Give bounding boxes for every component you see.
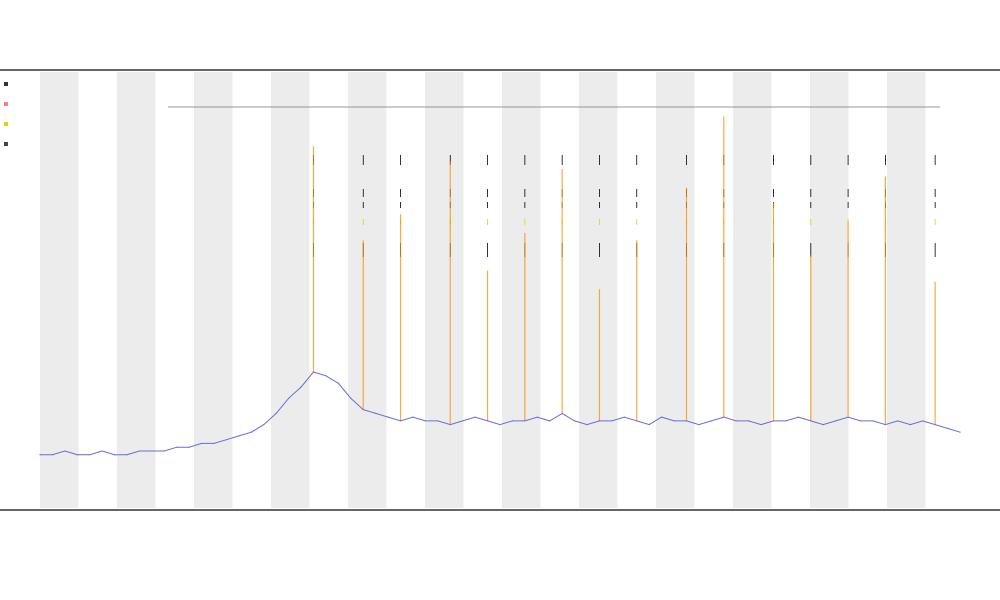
series-point [723, 416, 725, 418]
series-point [362, 409, 364, 411]
legend-swatch [4, 102, 8, 106]
background-band [733, 72, 772, 508]
series-point [312, 371, 315, 373]
background-band [348, 72, 387, 508]
series-point [934, 424, 936, 426]
series-point [225, 439, 228, 441]
series-point [897, 420, 899, 422]
series-point [201, 442, 203, 445]
background-band [40, 72, 79, 508]
series-point [424, 420, 427, 422]
series-point [735, 420, 737, 422]
series-point [176, 446, 178, 448]
series-point [884, 424, 887, 426]
series-point [648, 424, 650, 426]
series-point [350, 397, 352, 399]
series-point [959, 431, 961, 433]
series-point [163, 450, 165, 452]
series-point [263, 424, 265, 426]
series-point [39, 454, 41, 456]
series-point [586, 424, 588, 426]
series-point [524, 420, 526, 422]
series-point [138, 450, 141, 452]
series-point [946, 427, 949, 429]
series-point [474, 416, 476, 418]
series-point [760, 424, 762, 426]
series-point [623, 416, 625, 418]
series-point [573, 420, 576, 422]
series-point [835, 420, 837, 422]
series-point [822, 424, 824, 426]
legend-swatch [4, 122, 8, 126]
series-point [76, 454, 78, 456]
series-point [561, 412, 563, 414]
series-point [213, 442, 215, 445]
background-band [579, 72, 618, 508]
legend-swatch [4, 142, 8, 146]
legend-swatch [4, 82, 8, 86]
series-point [101, 450, 103, 452]
series-point [151, 450, 153, 452]
series-point [549, 420, 551, 422]
series-point [636, 420, 638, 422]
series-point [437, 420, 439, 422]
series-point [909, 424, 911, 426]
series-point [486, 420, 489, 422]
series-point [275, 412, 277, 414]
series-point [449, 424, 451, 426]
series-point [859, 420, 862, 422]
series-point [673, 420, 675, 422]
background-band [194, 72, 233, 508]
series-point [872, 420, 874, 422]
series-point [748, 420, 750, 422]
series-layer [39, 371, 961, 456]
series-point [238, 435, 240, 437]
series-point [412, 416, 414, 418]
background-band [425, 72, 464, 508]
series-point [51, 454, 54, 456]
series-point [511, 420, 514, 422]
series-point [810, 420, 812, 422]
series-point [89, 454, 91, 456]
series-point [300, 386, 302, 388]
background-band [656, 72, 695, 508]
series-point [399, 420, 402, 422]
series-point [661, 416, 663, 418]
series-point [288, 397, 290, 399]
background-bands [40, 72, 926, 508]
series-point [922, 420, 924, 422]
series-point [685, 420, 688, 422]
series-point [785, 420, 787, 422]
series-point [797, 416, 799, 418]
series-point [325, 375, 327, 377]
series-point [536, 416, 538, 418]
series-point [113, 454, 116, 456]
series-point [387, 416, 389, 418]
series-point [462, 420, 464, 422]
peak-lines [312, 116, 936, 425]
series-point [64, 450, 66, 452]
series-point [772, 420, 775, 422]
series-point [250, 431, 252, 433]
series-point [698, 424, 700, 426]
series-point [499, 424, 501, 426]
background-band [271, 72, 310, 508]
series-point [598, 420, 601, 422]
series-point [611, 420, 613, 422]
background-band [810, 72, 849, 508]
background-band [887, 72, 926, 508]
legend [4, 82, 8, 146]
series-point [847, 416, 849, 418]
background-band [502, 72, 541, 508]
series-point [126, 454, 128, 456]
series-point [337, 382, 339, 384]
series-point [375, 412, 377, 414]
series-point [188, 446, 190, 448]
background-band [117, 72, 156, 508]
series-point [710, 420, 712, 422]
